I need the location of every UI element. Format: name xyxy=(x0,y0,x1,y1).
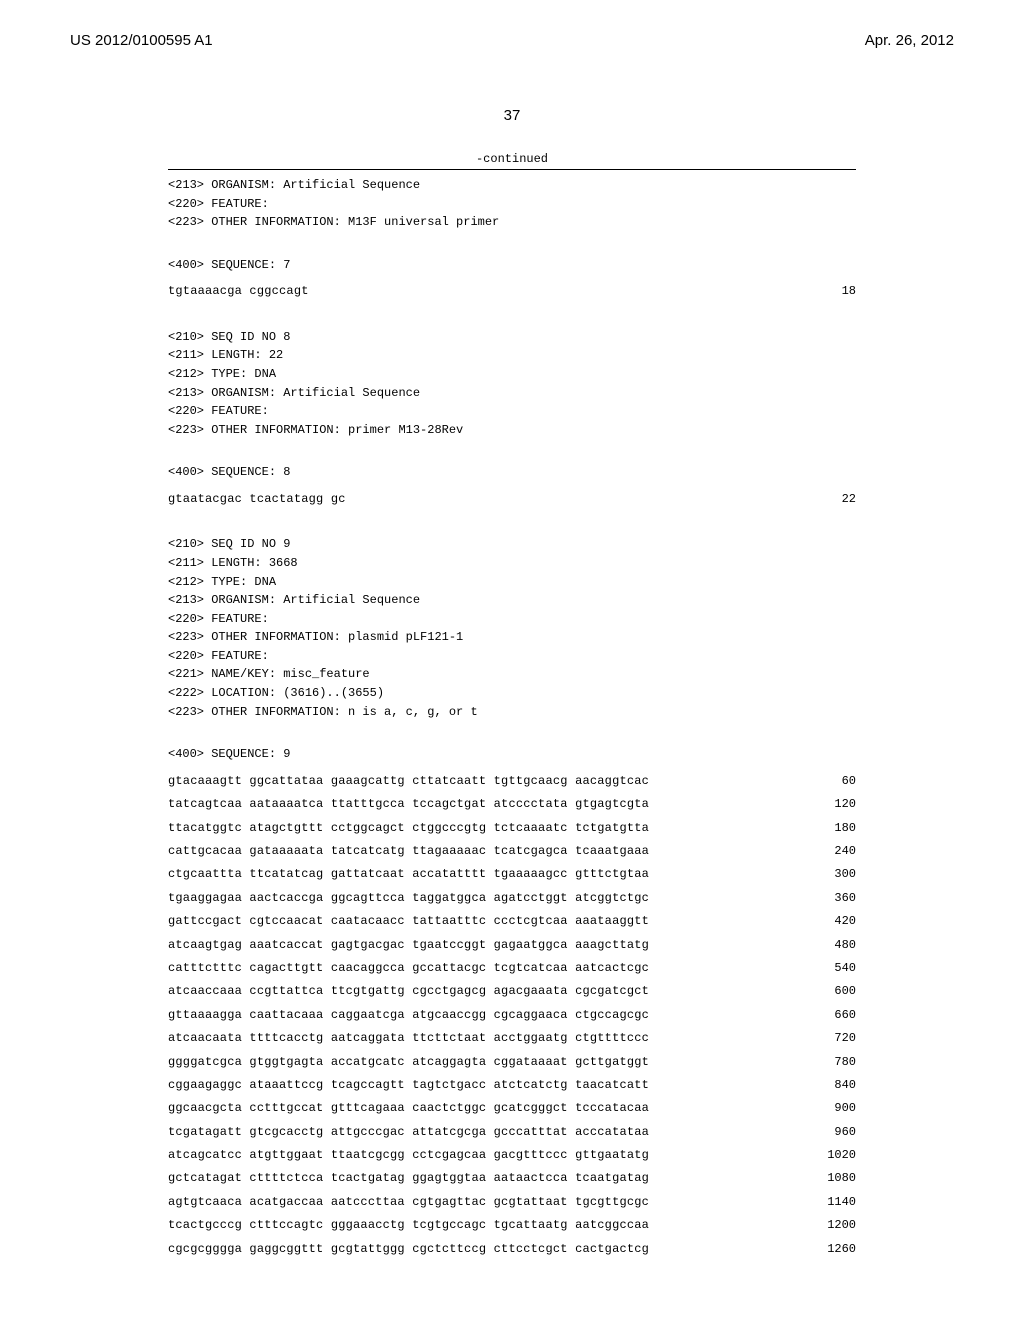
sequence-position: 540 xyxy=(816,957,856,980)
sequence-position: 420 xyxy=(816,910,856,933)
sequence-row: cgcgcgggga gaggcggttt gcgtattggg cgctctt… xyxy=(0,1238,1024,1261)
sequence-position: 18 xyxy=(816,280,856,303)
sequence-position: 720 xyxy=(816,1027,856,1050)
sequence-position: 1260 xyxy=(816,1238,856,1261)
publication-number: US 2012/0100595 A1 xyxy=(70,32,213,49)
sequence-text: cggaagaggc ataaattccg tcagccagtt tagtctg… xyxy=(168,1074,649,1097)
sequence-position: 240 xyxy=(816,840,856,863)
sequence-text: ggcaacgcta cctttgccat gtttcagaaa caactct… xyxy=(168,1097,649,1120)
page-header: US 2012/0100595 A1 Apr. 26, 2012 xyxy=(0,0,1024,49)
sequence-text: ctgcaattta ttcatatcag gattatcaat accatat… xyxy=(168,863,649,886)
sequence-row: tcactgcccg ctttccagtc gggaaacctg tcgtgcc… xyxy=(0,1214,1024,1237)
sequence-text: gtaatacgac tcactatagg gc xyxy=(168,488,346,511)
sequence-position: 360 xyxy=(816,887,856,910)
page-number: 37 xyxy=(0,107,1024,124)
sequence-row: ggggatcgca gtggtgagta accatgcatc atcagga… xyxy=(0,1051,1024,1074)
sequence-row: ctgcaattta ttcatatcag gattatcaat accatat… xyxy=(0,863,1024,886)
sequence-row: cggaagaggc ataaattccg tcagccagtt tagtctg… xyxy=(0,1074,1024,1097)
sequence-text: catttctttc cagacttgtt caacaggcca gccatta… xyxy=(168,957,649,980)
sequence-text: tcgatagatt gtcgcacctg attgcccgac attatcg… xyxy=(168,1121,649,1144)
sequence-row: tgtaaaacga cggccagt 18 xyxy=(0,280,1024,303)
sequence-text: tatcagtcaa aataaaatca ttatttgcca tccagct… xyxy=(168,793,649,816)
sequence-text: agtgtcaaca acatgaccaa aatcccttaa cgtgagt… xyxy=(168,1191,649,1214)
sequence-text: tcactgcccg ctttccagtc gggaaacctg tcgtgcc… xyxy=(168,1214,649,1237)
continued-label: -continued xyxy=(0,152,1024,166)
sequence-rows: gtacaaagtt ggcattataa gaaagcattg cttatca… xyxy=(0,770,1024,1261)
sequence-text: ttacatggtc atagctgttt cctggcagct ctggccc… xyxy=(168,817,649,840)
publication-date: Apr. 26, 2012 xyxy=(865,32,954,49)
sequence-text: cattgcacaa gataaaaata tatcatcatg ttagaaa… xyxy=(168,840,649,863)
sequence-row: atcaacaata ttttcacctg aatcaggata ttcttct… xyxy=(0,1027,1024,1050)
sequence-position: 480 xyxy=(816,934,856,957)
sequence-position: 1020 xyxy=(816,1144,856,1167)
sequence-row: atcagcatcc atgttggaat ttaatcgcgg cctcgag… xyxy=(0,1144,1024,1167)
sequence-text: gttaaaagga caattacaaa caggaatcga atgcaac… xyxy=(168,1004,649,1027)
sequence-text: atcagcatcc atgttggaat ttaatcgcgg cctcgag… xyxy=(168,1144,649,1167)
sequence-row: gttaaaagga caattacaaa caggaatcga atgcaac… xyxy=(0,1004,1024,1027)
sequence-rows: gtaatacgac tcactatagg gc 22 xyxy=(0,488,1024,511)
sequence-text: gctcatagat cttttctcca tcactgatag ggagtgg… xyxy=(168,1167,649,1190)
sequence-position: 600 xyxy=(816,980,856,1003)
sequence-row: gctcatagat cttttctcca tcactgatag ggagtgg… xyxy=(0,1167,1024,1190)
sequence-row: atcaagtgag aaatcaccat gagtgacgac tgaatcc… xyxy=(0,934,1024,957)
sequence-position: 960 xyxy=(816,1121,856,1144)
sequence-position: 22 xyxy=(816,488,856,511)
sequence-text: tgaaggagaa aactcaccga ggcagttcca taggatg… xyxy=(168,887,649,910)
sequence-position: 300 xyxy=(816,863,856,886)
sequence-row: tcgatagatt gtcgcacctg attgcccgac attatcg… xyxy=(0,1121,1024,1144)
sequence-text: atcaaccaaa ccgttattca ttcgtgattg cgcctga… xyxy=(168,980,649,1003)
sequence-meta: <210> SEQ ID NO 9 <211> LENGTH: 3668 <21… xyxy=(0,529,1024,721)
sequence-text: ggggatcgca gtggtgagta accatgcatc atcagga… xyxy=(168,1051,649,1074)
sequence-text: tgtaaaacga cggccagt xyxy=(168,280,309,303)
sequence-text: gattccgact cgtccaacat caatacaacc tattaat… xyxy=(168,910,649,933)
sequence-row: tgaaggagaa aactcaccga ggcagttcca taggatg… xyxy=(0,887,1024,910)
sequence-position: 1140 xyxy=(816,1191,856,1214)
sequence-row: tatcagtcaa aataaaatca ttatttgcca tccagct… xyxy=(0,793,1024,816)
sequence-label: <400> SEQUENCE: 7 xyxy=(0,250,1024,275)
sequence-meta: <213> ORGANISM: Artificial Sequence <220… xyxy=(0,170,1024,232)
sequence-position: 660 xyxy=(816,1004,856,1027)
sequence-position: 180 xyxy=(816,817,856,840)
sequence-row: gtacaaagtt ggcattataa gaaagcattg cttatca… xyxy=(0,770,1024,793)
sequence-text: atcaagtgag aaatcaccat gagtgacgac tgaatcc… xyxy=(168,934,649,957)
sequence-row: ttacatggtc atagctgttt cctggcagct ctggccc… xyxy=(0,817,1024,840)
sequence-rows: tgtaaaacga cggccagt 18 xyxy=(0,280,1024,303)
sequence-row: gattccgact cgtccaacat caatacaacc tattaat… xyxy=(0,910,1024,933)
sequence-text: atcaacaata ttttcacctg aatcaggata ttcttct… xyxy=(168,1027,649,1050)
sequence-position: 60 xyxy=(816,770,856,793)
sequence-position: 780 xyxy=(816,1051,856,1074)
sequence-text: cgcgcgggga gaggcggttt gcgtattggg cgctctt… xyxy=(168,1238,649,1261)
sequence-text: gtacaaagtt ggcattataa gaaagcattg cttatca… xyxy=(168,770,649,793)
sequence-position: 120 xyxy=(816,793,856,816)
sequence-label: <400> SEQUENCE: 9 xyxy=(0,739,1024,764)
sequence-listing: <213> ORGANISM: Artificial Sequence <220… xyxy=(0,170,1024,1261)
sequence-row: ggcaacgcta cctttgccat gtttcagaaa caactct… xyxy=(0,1097,1024,1120)
sequence-row: atcaaccaaa ccgttattca ttcgtgattg cgcctga… xyxy=(0,980,1024,1003)
sequence-row: gtaatacgac tcactatagg gc 22 xyxy=(0,488,1024,511)
sequence-position: 900 xyxy=(816,1097,856,1120)
sequence-label: <400> SEQUENCE: 8 xyxy=(0,457,1024,482)
sequence-row: agtgtcaaca acatgaccaa aatcccttaa cgtgagt… xyxy=(0,1191,1024,1214)
sequence-position: 1200 xyxy=(816,1214,856,1237)
sequence-position: 840 xyxy=(816,1074,856,1097)
sequence-row: catttctttc cagacttgtt caacaggcca gccatta… xyxy=(0,957,1024,980)
sequence-position: 1080 xyxy=(816,1167,856,1190)
sequence-row: cattgcacaa gataaaaata tatcatcatg ttagaaa… xyxy=(0,840,1024,863)
sequence-meta: <210> SEQ ID NO 8 <211> LENGTH: 22 <212>… xyxy=(0,322,1024,440)
